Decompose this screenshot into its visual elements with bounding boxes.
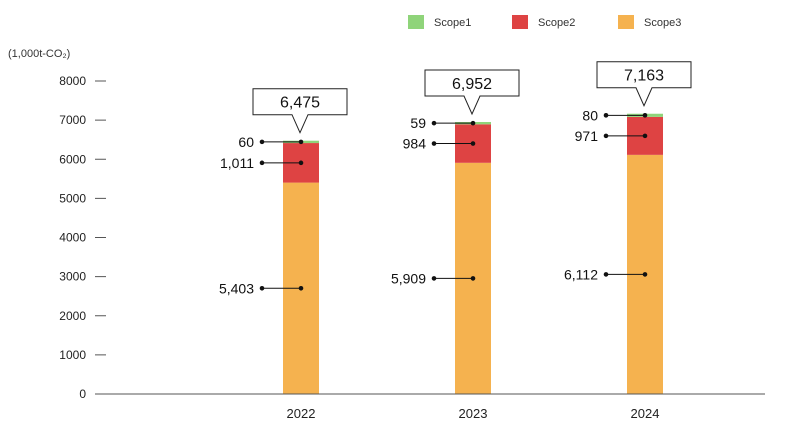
total-callout-2024: [596, 61, 692, 107]
leader-dot-end-scope1-2023: [470, 120, 476, 126]
leader-dot-start-scope2-2024: [603, 133, 609, 139]
value-label-scope2-2022: 1,011: [220, 155, 254, 171]
y-tick-label: 6000: [59, 152, 86, 166]
leader-dot-end-scope3-2024: [642, 272, 648, 277]
leader-dot-end-scope2-2023: [470, 141, 476, 146]
legend-label-scope3: Scope3: [644, 17, 681, 29]
leader-dot-start-scope3-2022: [259, 286, 265, 291]
legend-label-scope2: Scope2: [538, 17, 575, 29]
leader-dot-start-scope1-2024: [603, 113, 609, 118]
legend-swatch-scope3: [618, 15, 634, 29]
legend-swatch-scope1: [408, 15, 424, 29]
value-label-scope1-2023: 59: [410, 115, 426, 131]
x-tick-label-2024: 2024: [631, 406, 660, 421]
x-tick-label-2023: 2023: [459, 406, 488, 421]
legend: Scope1 Scope2 Scope3: [408, 15, 681, 29]
total-label-2023: 6,952: [452, 76, 492, 93]
value-label-scope1-2024: 80: [582, 107, 598, 123]
leader-dot-end-scope3-2022: [298, 286, 304, 291]
leader-dot-start-scope1-2023: [431, 120, 437, 126]
leader-dot-end-scope1-2024: [642, 113, 648, 118]
leader-dot-start-scope2-2022: [259, 160, 265, 166]
leader-dot-end-scope3-2023: [470, 276, 476, 281]
legend-label-scope1: Scope1: [434, 17, 471, 29]
total-label-2022: 6,475: [280, 95, 320, 112]
bars: [283, 113, 663, 394]
y-tick-label: 7000: [59, 113, 86, 127]
total-callout-2023: [424, 69, 520, 116]
value-label-scope3-2023: 5,909: [391, 270, 426, 286]
leader-dot-end-scope1-2022: [298, 139, 304, 145]
total-callout-2022: [252, 88, 348, 134]
y-tick-label: 1000: [59, 348, 86, 362]
leader-dot-start-scope2-2023: [431, 141, 437, 146]
value-label-scope3-2022: 5,403: [219, 280, 254, 296]
leader-dot-start-scope1-2022: [259, 139, 265, 145]
leader-dot-end-scope2-2024: [642, 133, 648, 139]
y-tick-label: 3000: [59, 270, 86, 284]
value-label-scope3-2024: 6,112: [564, 266, 598, 282]
leader-dot-start-scope3-2023: [431, 276, 437, 281]
y-axis: 0 1000 2000 3000 4000 5000 6000 7000 8000: [59, 74, 106, 401]
legend-swatch-scope2: [512, 15, 528, 29]
y-tick-label: 0: [79, 387, 86, 401]
leader-dot-end-scope2-2022: [298, 160, 304, 166]
value-label-scope1-2022: 60: [238, 134, 254, 150]
leader-dot-start-scope3-2024: [603, 272, 609, 277]
x-axis: 2022 2023 2024: [287, 406, 660, 421]
total-label-2024: 7,163: [624, 68, 664, 85]
y-tick-label: 5000: [59, 191, 86, 205]
value-label-scope2-2024: 971: [575, 128, 599, 144]
y-tick-label: 8000: [59, 74, 86, 88]
value-label-scope2-2023: 984: [403, 136, 427, 152]
y-axis-unit-label: (1,000t-CO₂): [8, 48, 70, 60]
y-tick-label: 4000: [59, 231, 86, 245]
x-tick-label-2022: 2022: [287, 406, 316, 421]
y-tick-label: 2000: [59, 309, 86, 323]
value-annotations: 5,403 1,011 60 6,475 5,909 984 59 6,952 6,112 971…: [219, 61, 692, 296]
